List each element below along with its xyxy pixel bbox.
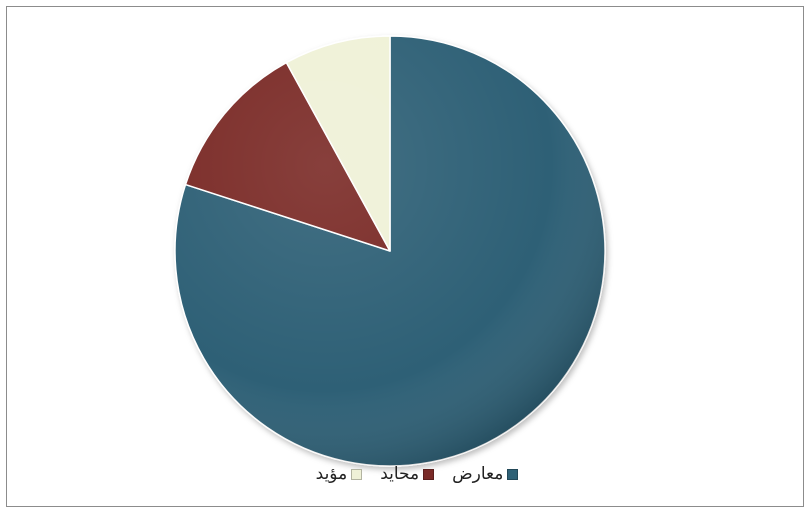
legend-swatch-opposed <box>507 469 519 480</box>
legend-item-neutral: محايد <box>380 464 435 484</box>
chart-frame: معارض محايد مؤيد <box>6 6 804 507</box>
legend-item-supporter: مؤيد <box>316 466 363 483</box>
legend-label-opposed: معارض <box>452 464 504 484</box>
legend-swatch-neutral <box>423 469 435 480</box>
legend-label-neutral: محايد <box>380 464 420 484</box>
legend-item-opposed: معارض <box>452 464 519 484</box>
legend: معارض محايد مؤيد <box>267 466 567 483</box>
legend-label-supporter: مؤيد <box>315 464 348 484</box>
legend-swatch-supporter <box>351 469 363 480</box>
pie-chart <box>174 35 606 467</box>
